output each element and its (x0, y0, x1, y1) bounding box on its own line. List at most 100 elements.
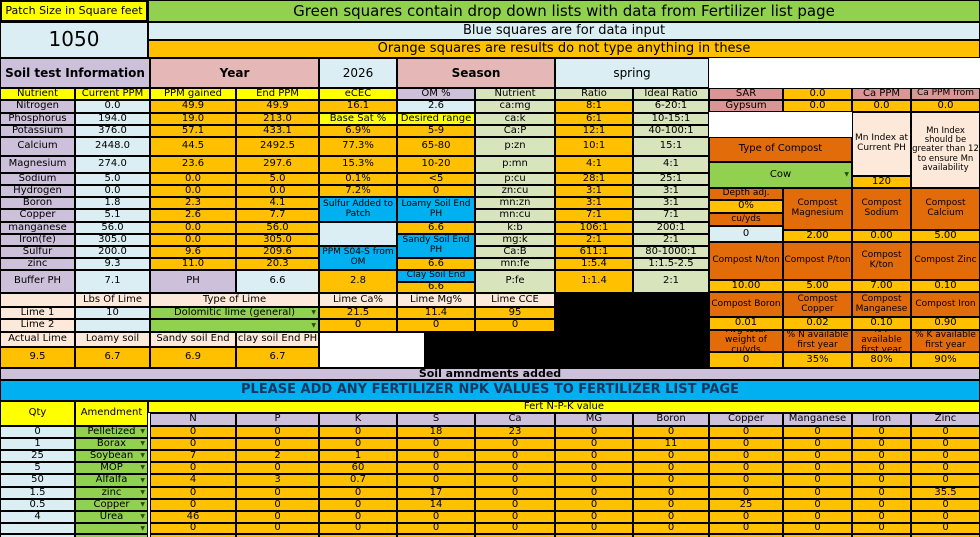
year-input[interactable]: 2026 (319, 58, 397, 88)
dropdown-arrow-icon[interactable]: ▼ (140, 489, 145, 496)
sar-header-label: SAR (735, 88, 757, 99)
ppm-gained-cell: 2.3 (150, 197, 236, 209)
dropdown-arrow-icon[interactable]: ▼ (140, 464, 145, 471)
current-ppm-input[interactable]: 0.0 (75, 100, 150, 113)
patch-size-input[interactable]: 1050 (0, 22, 148, 58)
fert-qty-input[interactable]: 1 (0, 438, 75, 450)
fert-value-cell-label: 0 (942, 511, 949, 522)
current-ppm-input[interactable]: 194.0 (75, 113, 150, 125)
amendment-dropdown[interactable]: MOP ▼ (75, 462, 148, 474)
fert-qty-input[interactable]: 1.5 (0, 487, 75, 499)
lime-cce-value-label: 95 (508, 307, 522, 318)
current-ppm-input[interactable]: 56.0 (75, 222, 150, 234)
fert-qty-input[interactable]: 0.5 (0, 499, 75, 511)
ph-input[interactable]: 6.6 (236, 270, 319, 293)
gypsum-value-0-label: 0.0 (809, 100, 826, 111)
fert-qty-input[interactable] (0, 523, 75, 534)
ratio-value-label: 12:1 (582, 125, 606, 136)
lime-lbs-input[interactable]: 10 (75, 307, 150, 319)
ecec-cell-8[interactable] (319, 222, 397, 246)
dropdown-arrow-icon[interactable]: ▼ (844, 171, 849, 178)
soil-amendments-row: Soil amndments added (0, 368, 980, 380)
fert-value-cell-label: 0 (511, 511, 519, 522)
nutrient-label-label: Copper (19, 209, 56, 221)
fert-value-cell: 11 (633, 438, 709, 450)
fert-value-cell: 17 (397, 487, 475, 499)
fert-qty-input-label: 50 (31, 474, 44, 486)
current-ppm-input[interactable]: 5.0 (75, 173, 150, 185)
fert-value-cell: 23 (475, 426, 555, 438)
fert-qty-input[interactable] (0, 534, 75, 537)
fert-column-header-mg-label: MG (585, 413, 603, 425)
amendment-dropdown[interactable]: Borax ▼ (75, 438, 148, 450)
ideal-ratio-value: 3:1 (633, 185, 709, 197)
compost-manganese-value: 0.10 (852, 317, 911, 330)
ratio-name: k:b (475, 222, 555, 234)
compost-sodium-value: 0.00 (852, 230, 911, 242)
fert-value-cell (150, 534, 236, 537)
soil-test-info-header: Soil test Information (0, 58, 150, 88)
current-ppm-input[interactable]: 5.1 (75, 209, 150, 222)
dropdown-arrow-icon[interactable]: ▼ (140, 501, 145, 508)
dropdown-arrow-icon[interactable]: ▼ (140, 440, 145, 447)
fert-column-header-k-label: K (354, 413, 362, 425)
current-ppm-input[interactable]: 9.3 (75, 258, 150, 270)
ratio-name-label: mn:fe (500, 258, 530, 269)
ppm-gained-cell-label: 2.6 (185, 209, 201, 221)
fert-value-cell-label: 0 (942, 523, 949, 534)
fert-qty-input[interactable]: 50 (0, 474, 75, 487)
fert-value-cell: 0 (709, 523, 783, 534)
dropdown-arrow-icon[interactable]: ▼ (140, 452, 145, 459)
column-header-5: OM % (397, 88, 475, 100)
dropdown-arrow-icon[interactable]: ▼ (140, 476, 145, 484)
ppm-gained-cell-label: 0.0 (185, 222, 201, 233)
ecec-cell-1: Base Sat % (319, 113, 397, 125)
ecec-cell-3: 77.3% (319, 137, 397, 156)
amendment-dropdown[interactable]: Copper ▼ (75, 499, 148, 511)
om-cell-1-label: Desired range (400, 113, 472, 124)
fert-qty-input[interactable]: 4 (0, 511, 75, 523)
cuyds-input[interactable]: 0 (709, 226, 783, 242)
current-ppm-input[interactable]: 274.0 (75, 156, 150, 173)
dropdown-arrow-icon[interactable]: ▼ (311, 321, 316, 329)
amendment-dropdown[interactable]: Soybean ▼ (75, 450, 148, 462)
dropdown-arrow-icon[interactable]: ▼ (140, 513, 145, 520)
year-header: Year (150, 58, 319, 88)
compost-type-dropdown[interactable]: Cow ▼ (709, 162, 852, 188)
amendment-dropdown[interactable]: Urea ▼ (75, 511, 148, 523)
fert-value-cell: 0 (633, 426, 709, 438)
lime-lbs-input[interactable] (75, 319, 150, 332)
lime-type-dropdown[interactable]: Dolomitic lime (general) ▼ (150, 307, 319, 319)
buffer-ph-input[interactable]: 7.1 (75, 270, 150, 293)
current-ppm-input[interactable]: 200.0 (75, 246, 150, 258)
fert-value-cell-label: 0 (878, 511, 885, 522)
fert-column-header-zinc-label: Zinc (934, 413, 957, 425)
column-header-4-label: eCEC (344, 88, 372, 99)
dropdown-arrow-icon[interactable]: ▼ (140, 524, 145, 532)
current-ppm-input[interactable]: 1.8 (75, 197, 150, 209)
season-input[interactable]: spring (555, 58, 709, 88)
om-cell-0[interactable]: 2.6 (397, 100, 475, 113)
dropdown-arrow-icon[interactable]: ▼ (311, 309, 316, 316)
amendment-dropdown[interactable]: zinc ▼ (75, 487, 148, 499)
fert-value-cell: 0 (852, 487, 911, 499)
amendment-dropdown[interactable]: Pelletized ▼ (75, 426, 148, 438)
fert-qty-input[interactable]: 5 (0, 462, 75, 474)
amendment-dropdown-label: Copper (93, 499, 130, 510)
current-ppm-input[interactable]: 376.0 (75, 125, 150, 137)
mn-index-value-label: 120 (871, 176, 892, 187)
fert-qty-input[interactable]: 25 (0, 450, 75, 462)
fert-qty-input[interactable]: 0 (0, 426, 75, 438)
fert-value-cell: 0 (475, 487, 555, 499)
amendment-dropdown[interactable]: Alfalfa ▼ (75, 474, 148, 487)
cuyds-header: cu/yds (709, 213, 783, 226)
end-ppm-cell-label: 20.3 (266, 258, 289, 269)
current-ppm-input[interactable]: 2448.0 (75, 137, 150, 156)
cuyds-input-label: 0 (742, 227, 750, 239)
dropdown-arrow-icon[interactable]: ▼ (140, 428, 145, 435)
current-ppm-input[interactable]: 0.0 (75, 185, 150, 197)
amendment-dropdown[interactable]: ▼ (75, 523, 148, 534)
lime-type-dropdown[interactable]: ▼ (150, 319, 319, 332)
current-ppm-input[interactable]: 305.0 (75, 234, 150, 246)
current-ppm-input-label: 1.8 (104, 197, 121, 208)
